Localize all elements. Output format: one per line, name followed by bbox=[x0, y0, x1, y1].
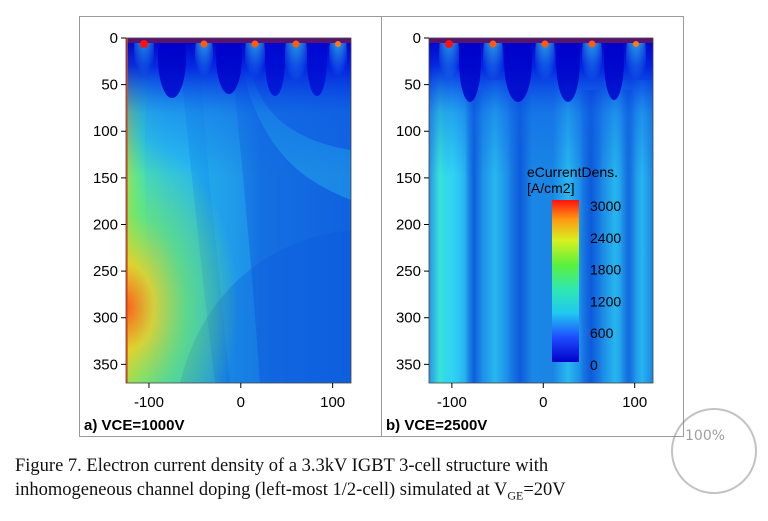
legend-colorbar bbox=[552, 200, 579, 362]
y-tick-label: 150 bbox=[93, 170, 118, 187]
y-tick-label: 300 bbox=[93, 310, 118, 327]
legend-tick-label: 1200 bbox=[590, 293, 621, 309]
y-tick-label: 350 bbox=[396, 356, 421, 373]
y-tick-label: 50 bbox=[404, 77, 421, 94]
legend-tick-label: 3000 bbox=[590, 198, 621, 214]
x-tick-label: 0 bbox=[539, 394, 547, 411]
x-tick-label: 100 bbox=[320, 394, 345, 411]
y-tick-label: 250 bbox=[93, 263, 118, 280]
legend-title-line1: eCurrentDens. bbox=[527, 164, 618, 180]
y-tick-label: 200 bbox=[396, 216, 421, 233]
caption-line-2-text: inhomogeneous channel doping (left-most … bbox=[15, 480, 508, 500]
legend: eCurrentDens. [A/cm2] 3000 2400 1800 1200 60… bbox=[527, 164, 621, 373]
panel-b-plot-border bbox=[428, 37, 654, 384]
watermark-text: 100% bbox=[685, 428, 726, 444]
caption-line-2: inhomogeneous channel doping (left-most … bbox=[15, 478, 755, 508]
y-tick-label: 250 bbox=[396, 263, 421, 280]
panel-a-axes: 0 50 100 150 200 250 300 350 -100 0 100 bbox=[93, 30, 345, 411]
x-tick-label: -100 bbox=[437, 394, 467, 411]
watermark-stamp bbox=[671, 408, 757, 494]
panel-b-axes: 0 50 100 150 200 250 300 350 -100 0 100 bbox=[396, 30, 647, 411]
panel-a-plot-border bbox=[125, 37, 352, 384]
legend-title-line2: [A/cm2] bbox=[527, 180, 574, 196]
legend-tick-label: 2400 bbox=[590, 230, 621, 246]
y-tick-label: 150 bbox=[396, 170, 421, 187]
panel-b-plot bbox=[429, 38, 653, 383]
y-tick-label: 300 bbox=[396, 310, 421, 327]
caption-subscript: GE bbox=[507, 488, 524, 503]
x-tick-label: 100 bbox=[622, 394, 647, 411]
figure-caption: Figure 7. Electron current density of a … bbox=[15, 454, 755, 508]
y-tick-label: 350 bbox=[93, 356, 118, 373]
panel-a-plot bbox=[126, 38, 351, 383]
legend-ticks: 3000 2400 1800 1200 600 0 bbox=[590, 198, 621, 373]
y-tick-label: 100 bbox=[93, 123, 118, 140]
y-tick-label: 50 bbox=[101, 77, 118, 94]
caption-line-2-tail: =20V bbox=[523, 480, 566, 500]
y-tick-label: 0 bbox=[413, 30, 421, 47]
x-tick-label: -100 bbox=[134, 394, 164, 411]
legend-tick-label: 1800 bbox=[590, 262, 621, 278]
panel-divider bbox=[381, 16, 382, 437]
y-tick-label: 200 bbox=[93, 216, 118, 233]
y-tick-label: 0 bbox=[110, 30, 118, 47]
caption-line-1: Figure 7. Electron current density of a … bbox=[15, 456, 549, 476]
legend-tick-label: 600 bbox=[590, 325, 614, 341]
legend-tick-label: 0 bbox=[590, 357, 598, 373]
y-tick-label: 100 bbox=[396, 123, 421, 140]
panel-b-label: b) VCE=2500V bbox=[386, 417, 487, 434]
x-tick-label: 0 bbox=[237, 394, 245, 411]
panel-a-label: a) VCE=1000V bbox=[84, 417, 184, 434]
